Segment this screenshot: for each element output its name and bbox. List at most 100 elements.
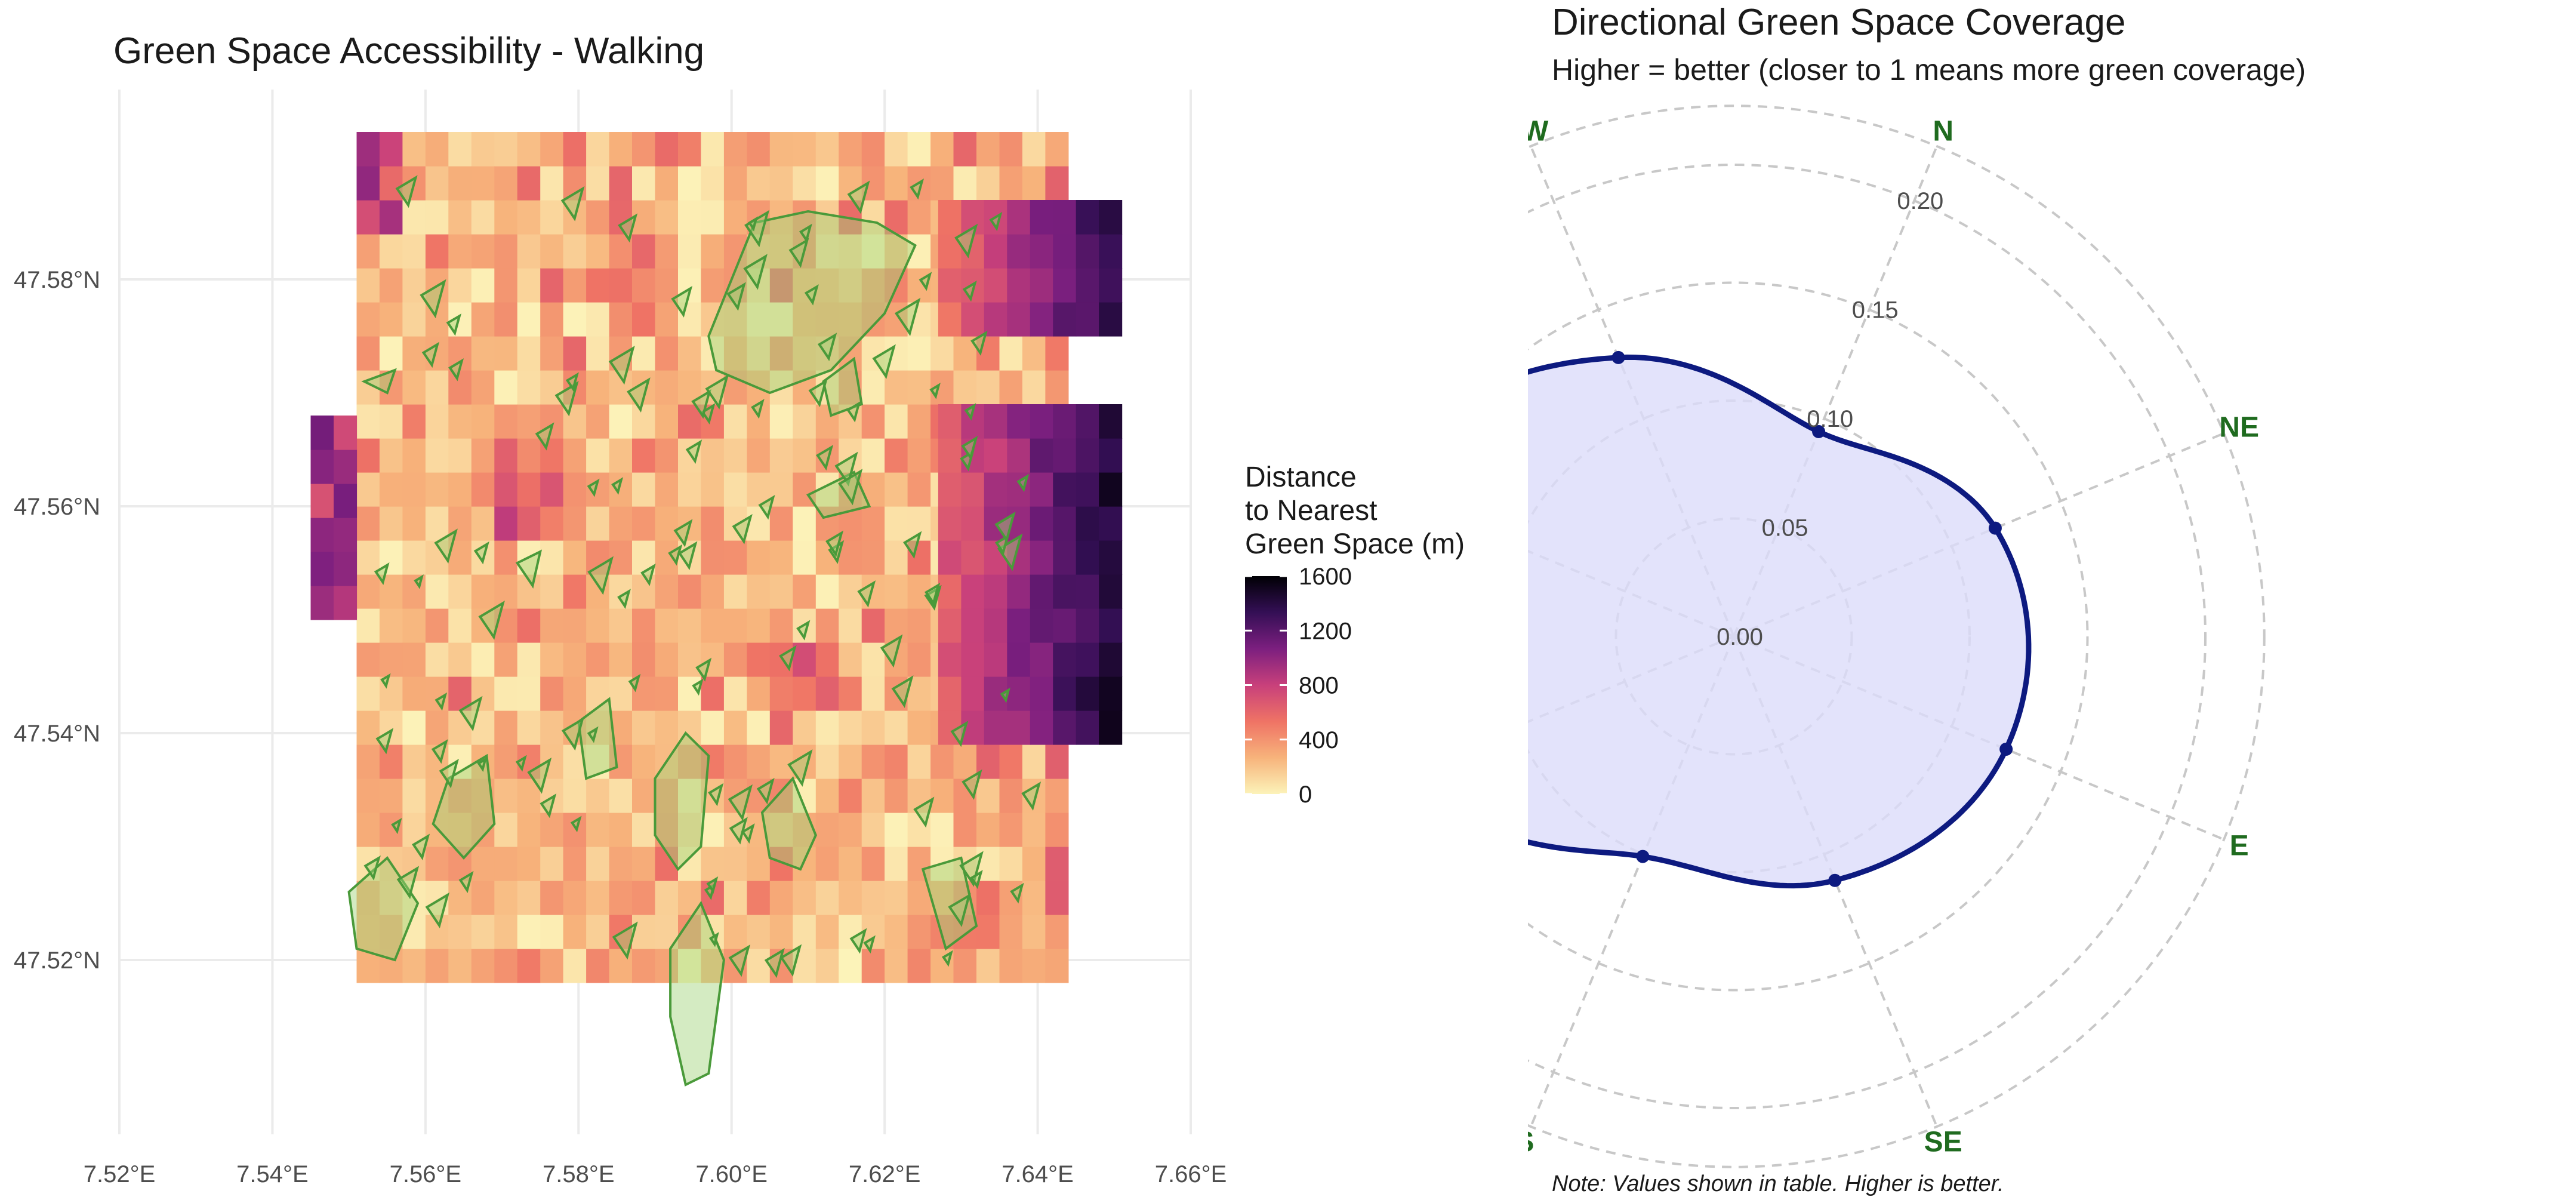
heatmap-cell <box>586 370 610 405</box>
heatmap-cell <box>861 710 885 745</box>
green-space-patch <box>420 279 446 319</box>
heatmap-cell <box>1053 676 1077 711</box>
heatmap-cell <box>769 132 793 167</box>
heatmap-cell <box>769 676 793 711</box>
heatmap-cell <box>1030 540 1053 575</box>
heatmap-cell <box>793 404 816 439</box>
heatmap-cell <box>1045 166 1069 201</box>
heatmap-cell <box>1022 881 1046 915</box>
heatmap-cell <box>678 744 702 779</box>
heatmap-cell <box>494 813 518 847</box>
heatmap-cell <box>471 132 495 167</box>
heatmap-cell <box>793 574 816 609</box>
heatmap-cell <box>517 166 541 201</box>
heatmap-cell <box>586 813 610 847</box>
heatmap-cell <box>402 200 426 235</box>
polar-series <box>1528 350 2032 889</box>
heatmap-cell <box>425 642 449 677</box>
heatmap-cell <box>471 676 495 711</box>
heatmap-cell <box>938 200 962 235</box>
heatmap-cell <box>425 676 449 711</box>
heatmap-cell <box>379 336 403 371</box>
polar-point <box>1988 521 2002 535</box>
heatmap-cell <box>540 404 564 439</box>
heatmap-cell <box>517 676 541 711</box>
heatmap-cell <box>861 608 885 643</box>
heatmap-cell <box>425 336 449 371</box>
heatmap-cell <box>379 608 403 643</box>
green-space-patch <box>961 435 978 461</box>
heatmap-cell <box>425 608 449 643</box>
heatmap-cell <box>494 302 518 337</box>
heatmap-cell <box>540 268 564 303</box>
heatmap-cell <box>632 166 656 201</box>
green-space-patch <box>677 541 698 571</box>
heatmap-cell <box>402 472 426 507</box>
heatmap-cell <box>471 336 495 371</box>
heatmap-cell <box>1045 336 1069 371</box>
heatmap-cell <box>723 915 747 949</box>
green-space-patch <box>787 749 813 787</box>
heatmap-cell <box>938 608 962 643</box>
heatmap-cell <box>953 132 977 167</box>
heatmap-cell <box>793 881 816 915</box>
heatmap-cell <box>356 744 380 779</box>
heatmap-cell <box>839 642 862 677</box>
heatmap-cell <box>402 506 426 541</box>
heatmap-cell <box>425 404 449 439</box>
green-space-patch <box>425 892 450 928</box>
heatmap-cell <box>655 404 679 439</box>
heatmap-cell <box>885 574 908 609</box>
heatmap-cell <box>655 166 679 201</box>
heatmap-cell <box>885 166 908 201</box>
green-space-patch <box>913 796 935 828</box>
heatmap-cell <box>609 268 633 303</box>
heatmap-cell <box>494 710 518 745</box>
heatmap-cell <box>1007 234 1031 269</box>
heatmap-cell <box>655 778 679 813</box>
heatmap-cell <box>815 166 839 201</box>
heatmap-cell <box>494 778 518 813</box>
heatmap-cell <box>471 642 495 677</box>
x-tick-label: 7.66°E <box>1155 1161 1227 1187</box>
heatmap-cell <box>494 506 518 541</box>
heatmap-cell <box>1022 744 1046 779</box>
legend-title-line: Distance <box>1245 461 1357 493</box>
green-space-polygon <box>921 856 978 951</box>
green-space-patch <box>396 866 420 900</box>
heatmap-cell <box>379 540 403 575</box>
heatmap-cell <box>379 744 403 779</box>
heatmap-cell <box>885 370 908 405</box>
heatmap-cell <box>586 506 610 541</box>
heatmap-cell <box>885 915 908 949</box>
heatmap-cell <box>1099 710 1123 745</box>
heatmap-cell <box>885 813 908 847</box>
green-space-patch <box>847 180 870 214</box>
heatmap-cell <box>1076 472 1099 507</box>
heatmap-cell <box>999 847 1023 881</box>
heatmap-cell <box>815 404 839 439</box>
green-space-patch <box>668 544 683 566</box>
heatmap-cell <box>1045 813 1069 847</box>
heatmap-cell <box>938 438 962 473</box>
heatmap-cell <box>471 404 495 439</box>
polar-r-ticks: 0.00 0.05 0.10 0.15 0.20 <box>1717 188 1943 650</box>
heatmap-cell <box>723 710 747 745</box>
green-space-patch <box>804 284 819 306</box>
green-space-patch <box>695 657 712 682</box>
heatmap-cell <box>723 676 747 711</box>
heatmap-cell <box>793 915 816 949</box>
heatmap-cell <box>540 540 564 575</box>
green-space-patch <box>685 439 702 464</box>
green-space-patch <box>435 692 448 711</box>
heatmap-cell <box>310 552 334 586</box>
heatmap-cell <box>907 915 931 949</box>
heatmap-cell <box>655 710 679 745</box>
heatmap-cell <box>885 540 908 575</box>
heatmap-cell <box>938 506 962 541</box>
polar-r-tick-label: 0.20 <box>1897 188 1943 214</box>
green-space-polygon <box>669 900 725 1087</box>
heatmap-cell <box>471 847 495 881</box>
heatmap-cell <box>747 915 771 949</box>
green-space-patch <box>692 678 704 696</box>
